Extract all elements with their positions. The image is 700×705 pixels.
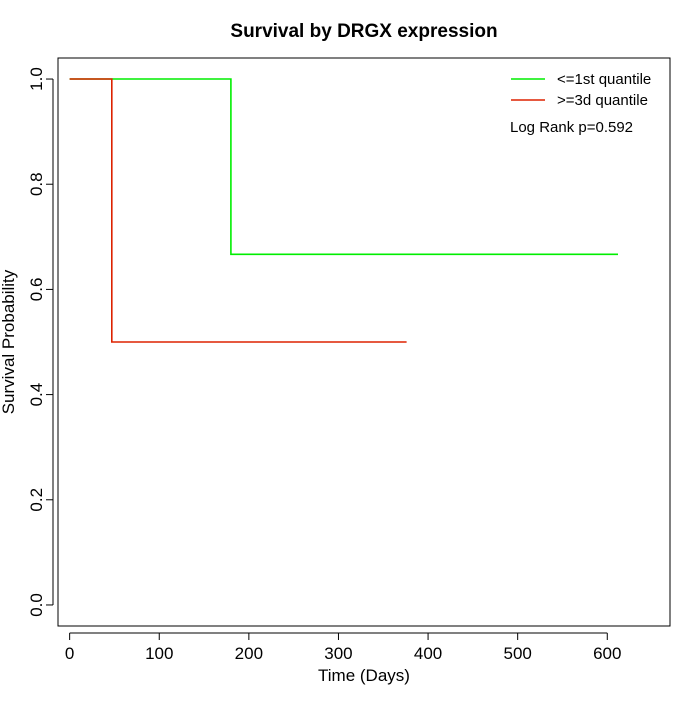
survival-curve-series-2 <box>69 78 407 343</box>
y-tick-label: 0.8 <box>27 172 46 196</box>
plot-frame <box>57 57 671 627</box>
series-layer <box>69 78 618 343</box>
x-tick-label: 300 <box>324 644 352 663</box>
log-rank-annotation: Log Rank p=0.592 <box>510 119 633 136</box>
chart-title: Survival by DRGX expression <box>230 21 497 42</box>
y-tick-label: 1.0 <box>27 67 46 91</box>
y-tick-label: 0.6 <box>27 278 46 302</box>
x-tick-label: 200 <box>235 644 263 663</box>
legend-label-series-1: <=1st quantile <box>557 71 651 88</box>
y-tick-label: 0.0 <box>27 593 46 617</box>
y-tick-label: 0.2 <box>27 488 46 512</box>
x-axis-label: Time (Days) <box>318 666 410 685</box>
legend: <=1st quantile >=3d quantile <box>511 71 651 109</box>
y-tick-label: 0.4 <box>27 383 46 407</box>
x-tick-label: 0 <box>65 644 74 663</box>
x-tick-label: 500 <box>503 644 531 663</box>
x-tick-label: 100 <box>145 644 173 663</box>
y-axis-label: Survival Probability <box>0 269 18 414</box>
y-axis: 0.0 0.2 0.4 0.6 0.8 1.0 <box>27 67 54 617</box>
x-axis: 0 100 200 300 400 500 600 <box>65 632 621 663</box>
legend-label-series-2: >=3d quantile <box>557 92 648 109</box>
survival-curve-series-1 <box>69 78 618 256</box>
x-tick-label: 600 <box>593 644 621 663</box>
x-tick-label: 400 <box>414 644 442 663</box>
